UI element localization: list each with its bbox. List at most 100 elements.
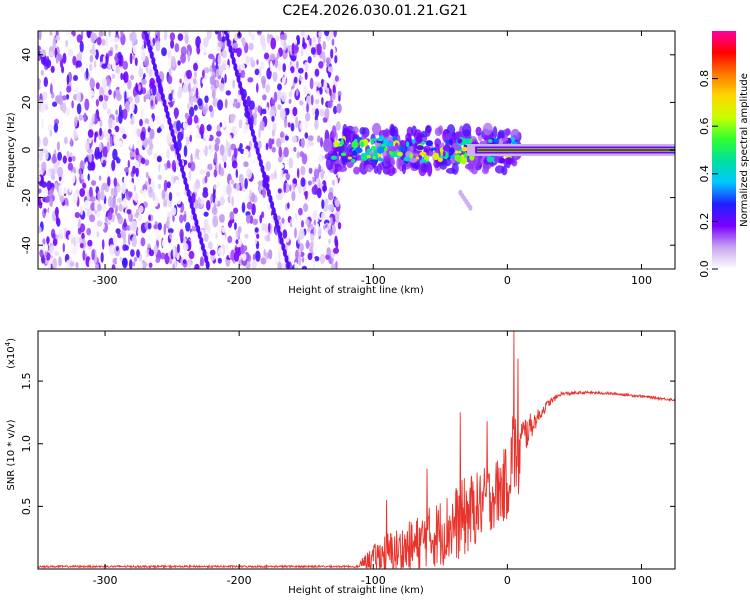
- noise-blob: [142, 189, 148, 199]
- noise-blob: [239, 143, 243, 149]
- noise-blob: [118, 112, 123, 124]
- signal-blob: [448, 138, 454, 146]
- noise-blob: [314, 256, 320, 262]
- signal-blob: [351, 140, 359, 149]
- noise-blob: [337, 222, 342, 230]
- noise-blob: [310, 233, 315, 242]
- noise-blob: [184, 33, 189, 45]
- noise-blob: [157, 222, 162, 231]
- noise-blob: [295, 89, 299, 97]
- noise-streak-blob: [276, 225, 281, 233]
- noise-blob: [129, 101, 135, 112]
- noise-blob: [319, 86, 323, 95]
- noise-blob: [213, 126, 217, 135]
- noise-blob: [268, 249, 273, 260]
- noise-blob: [124, 167, 129, 173]
- noise-blob: [57, 166, 63, 178]
- signal-blob: [389, 146, 397, 152]
- noise-streak-blob: [180, 165, 185, 173]
- y-tick-label: 20: [20, 95, 33, 109]
- noise-blob: [306, 102, 309, 113]
- noise-blob: [65, 56, 69, 68]
- noise-blob: [38, 226, 42, 234]
- noise-blob: [255, 250, 261, 262]
- noise-blob: [75, 127, 82, 135]
- noise-blob: [40, 81, 43, 89]
- signal-halo-blob: [482, 122, 493, 136]
- noise-blob: [208, 105, 213, 112]
- noise-blob: [323, 79, 328, 91]
- noise-blob: [57, 151, 62, 161]
- signal-blob: [421, 140, 425, 145]
- noise-blob: [138, 231, 141, 243]
- noise-blob: [236, 47, 242, 58]
- noise-blob: [38, 112, 42, 120]
- noise-blob: [299, 100, 304, 106]
- noise-blob: [284, 135, 289, 141]
- noise-blob: [233, 222, 237, 231]
- noise-blob: [209, 75, 216, 86]
- noise-blob: [327, 191, 334, 201]
- noise-blob: [187, 162, 192, 169]
- noise-blob: [313, 169, 320, 179]
- noise-blob: [222, 185, 227, 196]
- noise-blob: [268, 138, 273, 150]
- noise-blob: [277, 261, 282, 269]
- noise-blob: [58, 256, 62, 267]
- y-tick-label: -20: [20, 189, 33, 207]
- noise-blob: [225, 90, 231, 96]
- signal-blob: [450, 155, 455, 159]
- signal-halo-blob: [492, 126, 498, 139]
- noise-blob: [273, 189, 278, 197]
- noise-blob: [79, 223, 86, 233]
- noise-blob: [182, 242, 189, 252]
- noise-blob: [324, 31, 330, 37]
- noise-blob: [231, 196, 234, 207]
- noise-blob: [42, 187, 49, 198]
- noise-blob: [185, 222, 191, 232]
- noise-blob: [89, 55, 94, 63]
- noise-blob: [190, 214, 194, 221]
- noise-blob: [246, 214, 251, 224]
- noise-blob: [266, 234, 271, 242]
- noise-blob: [149, 128, 155, 140]
- noise-blob: [304, 31, 308, 40]
- noise-blob: [318, 31, 323, 38]
- noise-blob: [283, 181, 287, 193]
- noise-blob: [221, 36, 226, 42]
- noise-blob: [85, 161, 89, 168]
- noise-blob: [193, 62, 198, 72]
- noise-blob: [317, 135, 321, 143]
- noise-blob: [66, 85, 72, 93]
- signal-blob: [445, 139, 449, 146]
- noise-blob: [93, 221, 97, 232]
- noise-blob: [166, 148, 170, 160]
- noise-blob: [163, 199, 168, 208]
- noise-blob: [321, 97, 324, 105]
- noise-blob: [322, 51, 326, 62]
- noise-blob: [301, 153, 308, 165]
- noise-blob: [130, 31, 137, 43]
- noise-blob: [120, 43, 125, 51]
- noise-blob: [148, 214, 151, 221]
- noise-blob: [149, 171, 152, 179]
- noise-blob: [50, 83, 53, 95]
- noise-blob: [115, 109, 118, 116]
- noise-blob: [240, 63, 246, 71]
- noise-blob: [168, 93, 173, 102]
- noise-blob: [136, 208, 139, 216]
- noise-blob: [295, 249, 299, 260]
- noise-blob: [116, 212, 122, 220]
- signal-blob: [360, 141, 364, 148]
- noise-blob: [327, 100, 333, 109]
- noise-blob: [244, 233, 249, 239]
- noise-blob: [290, 66, 295, 74]
- signal-halo-blob: [401, 163, 407, 175]
- snr-panel: -300 -200 -100 0 100 0.5 1.0 1.5 Height of str…: [4, 330, 676, 596]
- noise-streak-blob: [144, 33, 149, 41]
- noise-blob: [253, 106, 258, 113]
- noise-blob: [319, 253, 326, 265]
- noise-streak-blob: [205, 261, 210, 269]
- noise-blob: [45, 252, 51, 261]
- noise-blob: [298, 242, 304, 251]
